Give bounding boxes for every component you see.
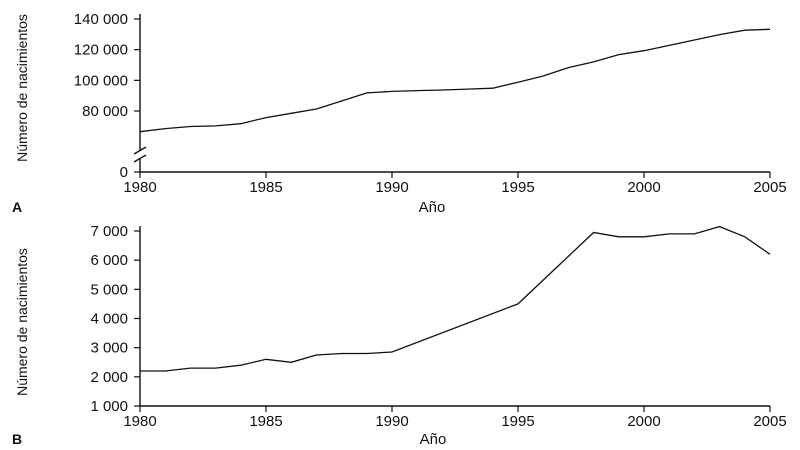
y-tick-label: 80 000 — [82, 103, 128, 120]
x-tick-label: 2000 — [627, 413, 660, 430]
y-tick-label: 5 000 — [90, 281, 128, 298]
y-tick-label: 120 000 — [74, 42, 128, 59]
panel-a-x-axis-label: Año — [419, 199, 446, 216]
panel-a-label: A — [12, 199, 22, 215]
y-tick-label: 140 000 — [74, 11, 128, 28]
panel-b-x-axis-label: Año — [420, 431, 447, 448]
x-tick-label: 1985 — [249, 179, 282, 196]
panel-a-y-axis-label: Número de nacimientos — [14, 14, 30, 162]
panel-b-series-line — [140, 225, 771, 372]
y-tick-label: 7 000 — [90, 223, 128, 240]
panel-b-y-axis-label: Número de nacimientos — [14, 248, 30, 396]
y-tick-label: 2 000 — [90, 369, 128, 386]
axis-break-mark — [133, 154, 147, 163]
x-tick-label: 2000 — [627, 179, 660, 196]
panel-b-label: B — [12, 431, 22, 447]
x-tick-label: 2005 — [753, 413, 786, 430]
panel-a-axis-break-icon — [133, 146, 147, 163]
y-tick-label: 3 000 — [90, 340, 128, 357]
x-tick-label: 1980 — [123, 413, 156, 430]
y-tick-label: 6 000 — [90, 252, 128, 269]
x-tick-label: 1995 — [501, 413, 534, 430]
panel-b-x-ticks: 1980 1985 1990 1995 2000 2005 — [123, 406, 787, 430]
axis-break-mark — [133, 146, 147, 155]
y-tick-label: 0 — [120, 164, 128, 181]
panel-a-series-line — [139, 28, 771, 133]
x-tick-label: 2005 — [753, 179, 786, 196]
x-tick-label: 1980 — [123, 179, 156, 196]
panel-a-x-ticks: 1980 1985 1990 1995 2000 2005 — [123, 172, 787, 196]
x-tick-label: 1990 — [375, 413, 408, 430]
y-tick-label: 1 000 — [90, 398, 128, 415]
x-tick-label: 1990 — [375, 179, 408, 196]
panel-a: 0 80 000 100 000 120 000 140 000 1980 1985 199… — [12, 11, 787, 216]
x-tick-label: 1995 — [501, 179, 534, 196]
panel-b-y-ticks: 1 000 2 000 3 000 4 000 5 000 6 000 7 000 — [90, 223, 140, 415]
x-tick-label: 1985 — [249, 413, 282, 430]
y-tick-label: 4 000 — [90, 311, 128, 328]
panel-a-y-ticks: 0 80 000 100 000 120 000 140 000 — [74, 11, 140, 181]
y-tick-label: 100 000 — [74, 72, 128, 89]
panel-b: 1 000 2 000 3 000 4 000 5 000 6 000 7 000 1980… — [12, 223, 787, 448]
